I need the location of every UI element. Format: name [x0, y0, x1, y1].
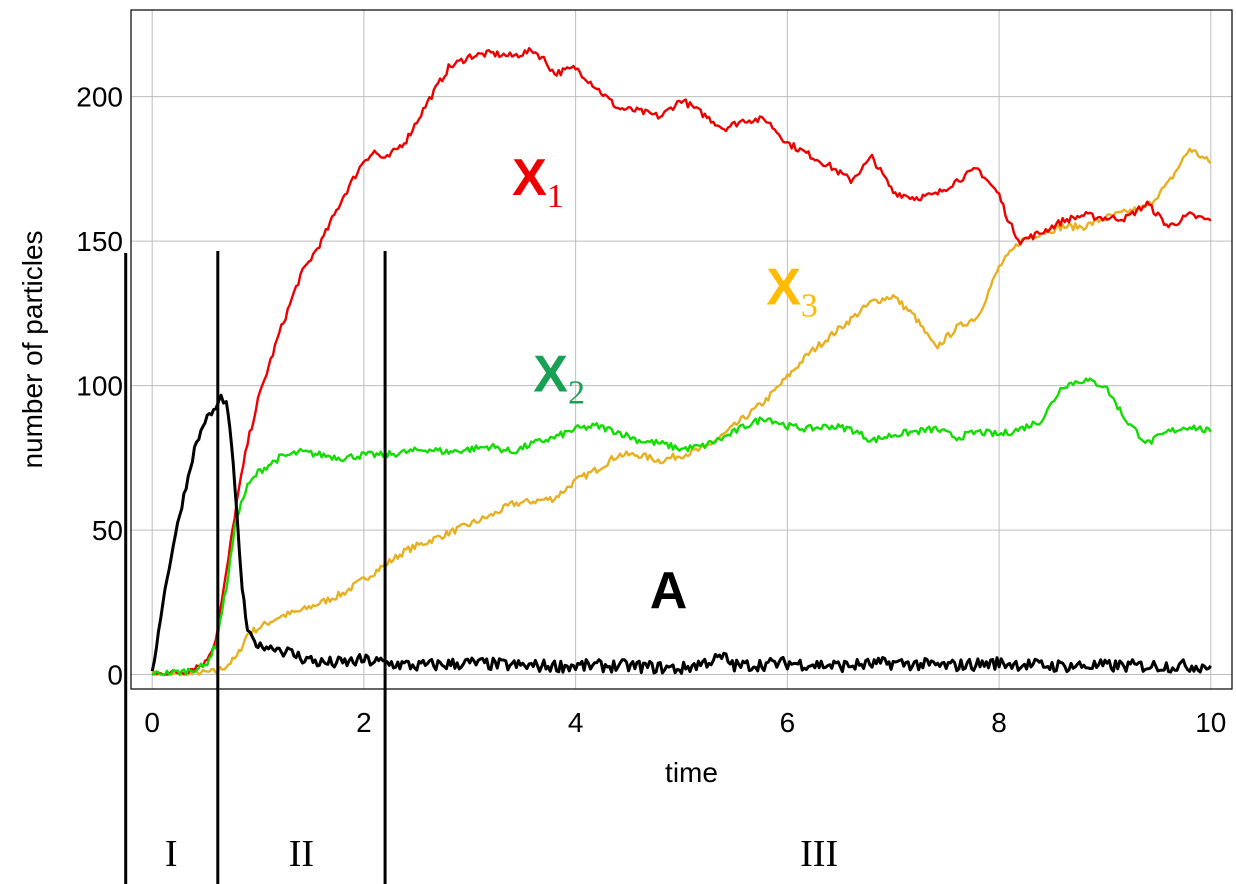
- series-lines: [150, 47, 1212, 676]
- x-tick-label: 6: [780, 707, 796, 738]
- y-tick-label: 0: [107, 660, 123, 691]
- x-tick-label: 2: [356, 707, 372, 738]
- x-tick-label: 0: [144, 707, 160, 738]
- x-tick-label: 10: [1195, 707, 1226, 738]
- series-label-x3: X3: [766, 259, 818, 325]
- grid: [131, 10, 1232, 689]
- y-tick-label: 100: [76, 371, 123, 402]
- series-line-x1: [151, 47, 1212, 676]
- y-tick-label: 150: [76, 226, 123, 257]
- series-label-x2: X2: [533, 345, 585, 411]
- x-axis-label: time: [665, 757, 718, 788]
- series-label-a: A: [650, 562, 688, 620]
- phase-label: II: [289, 833, 314, 875]
- y-axis-label: number of particles: [17, 230, 48, 468]
- series-label-x1: X1: [512, 149, 564, 215]
- plot-frame: [130, 9, 1233, 690]
- y-tick-label: 200: [76, 82, 123, 113]
- series-line-a: [150, 393, 1212, 675]
- x-tick-label: 8: [991, 707, 1007, 738]
- phase-label: I: [165, 833, 178, 875]
- x-tick-label: 4: [568, 707, 584, 738]
- phase-label: III: [800, 833, 838, 875]
- y-tick-label: 50: [92, 515, 123, 546]
- phase-markers: I II III: [124, 251, 838, 884]
- series-labels: X1 X2 X3 A: [512, 149, 818, 620]
- series-line-x2: [151, 377, 1212, 676]
